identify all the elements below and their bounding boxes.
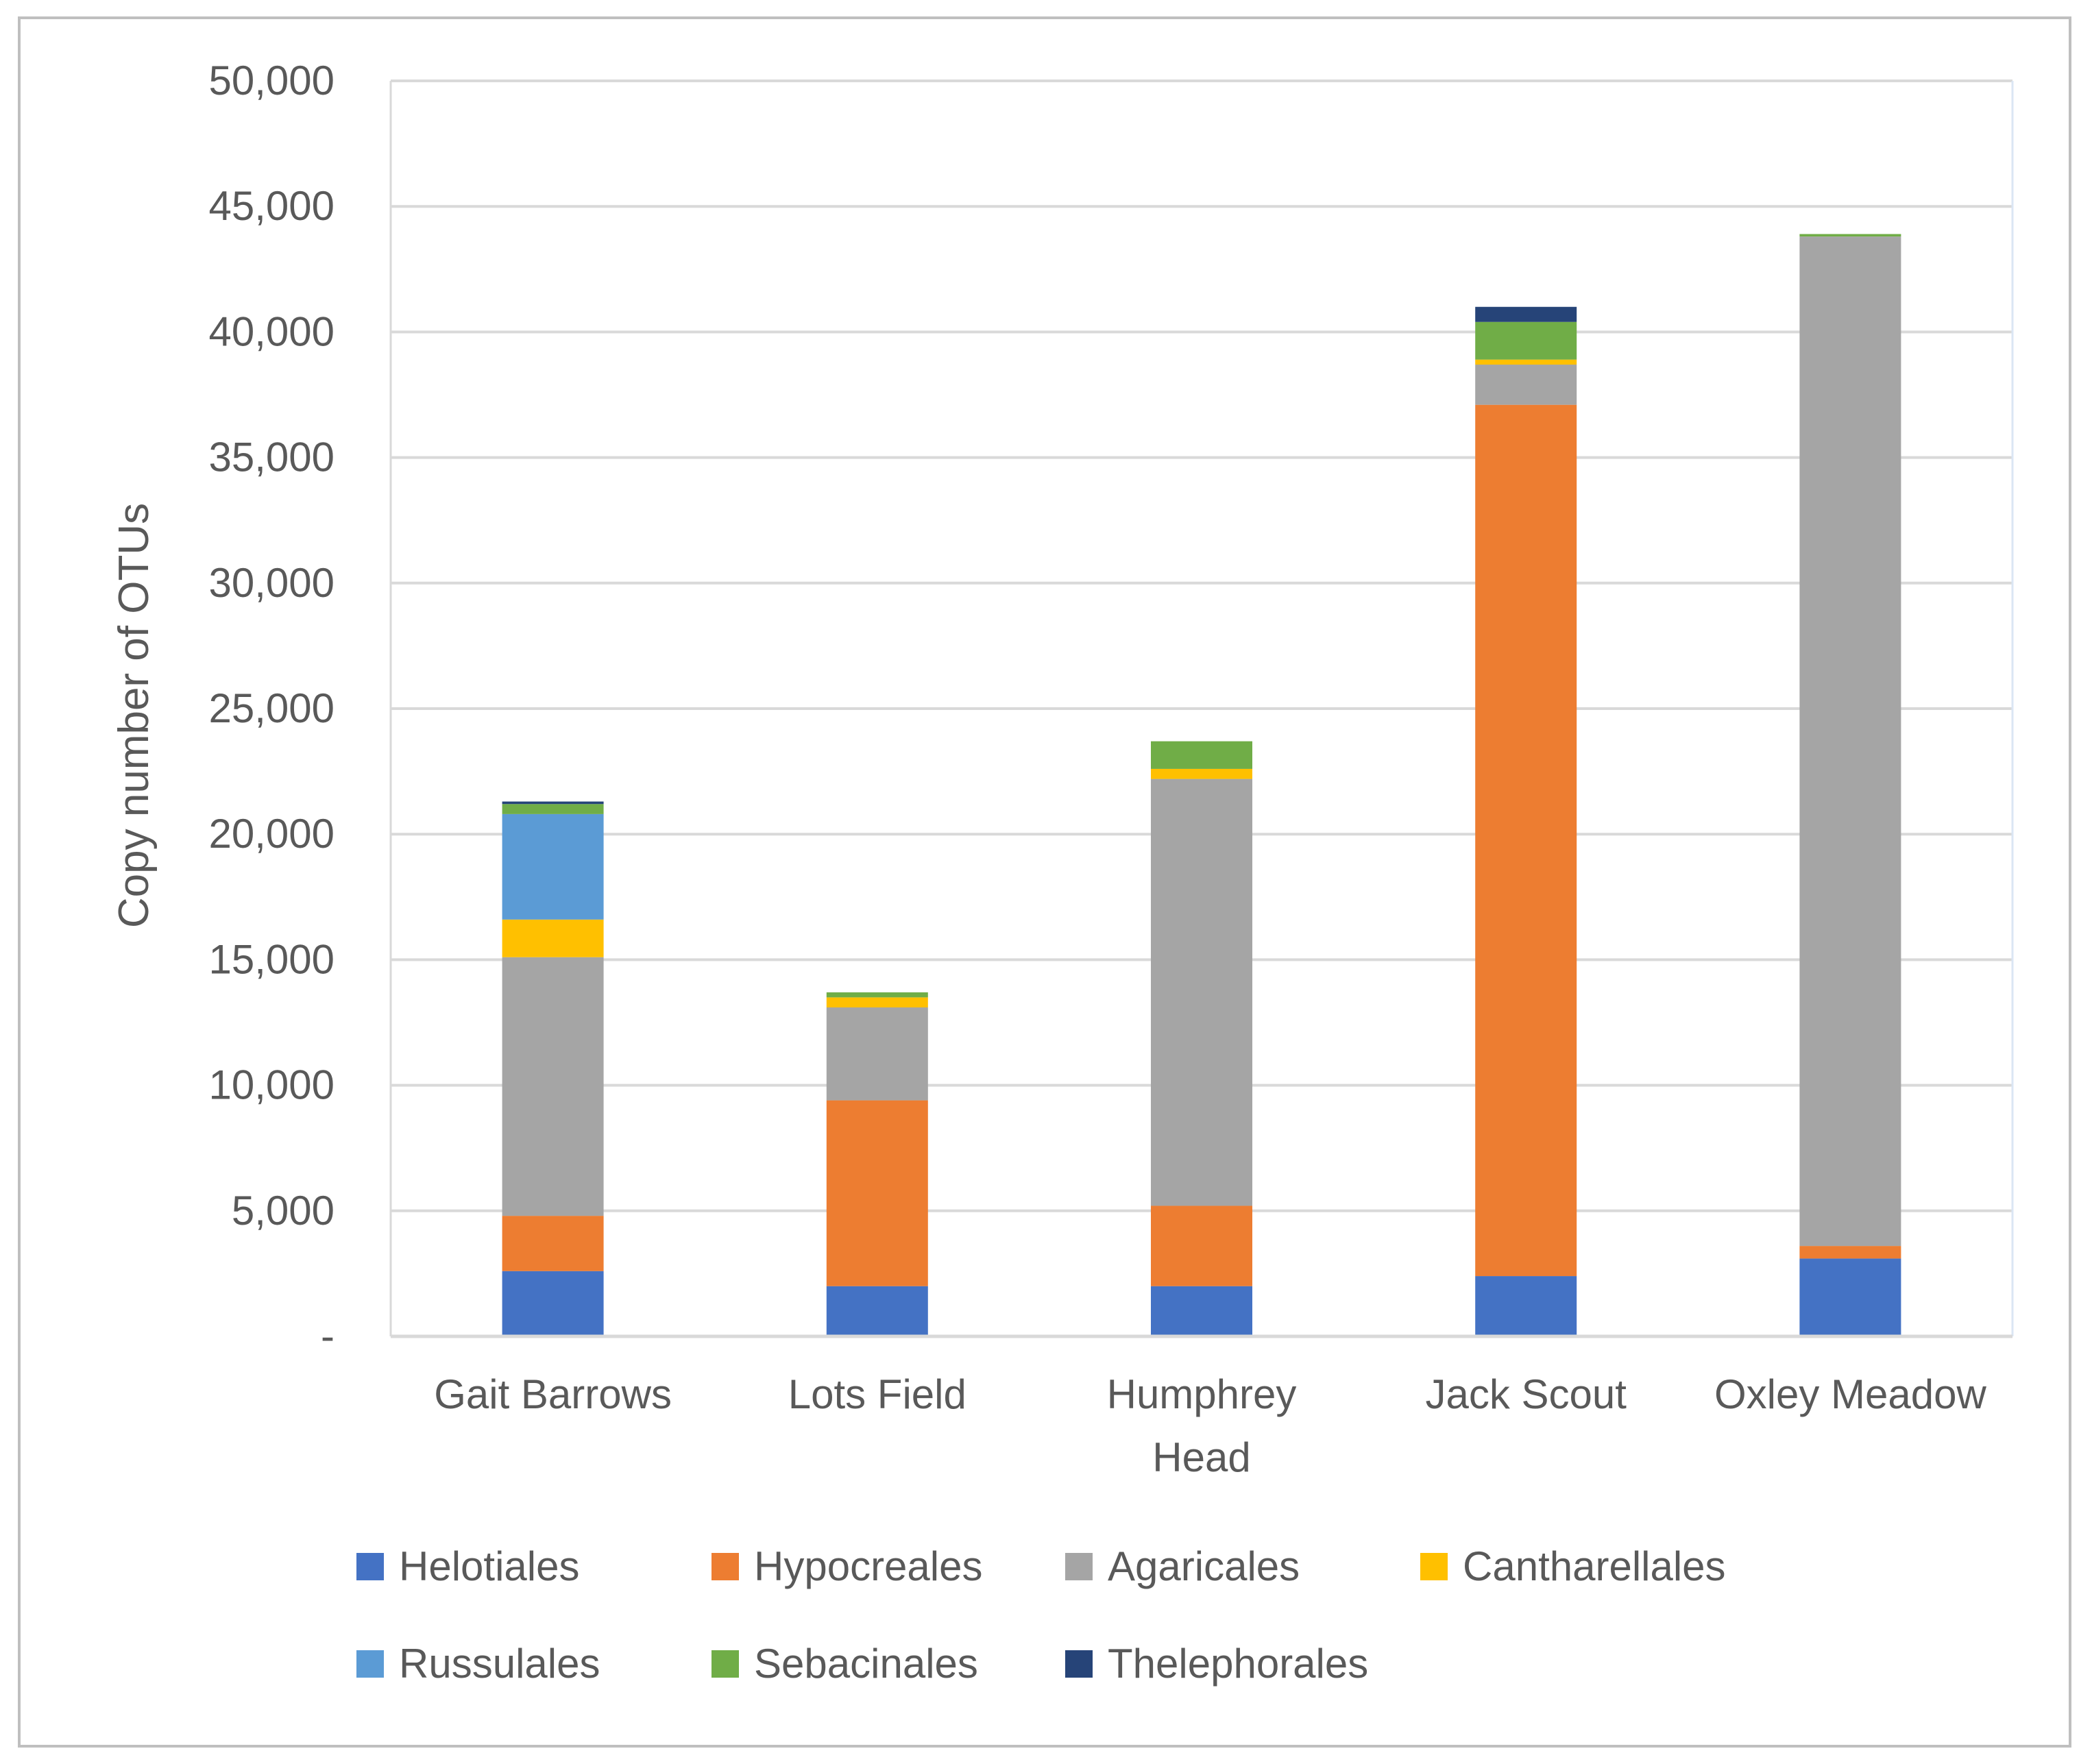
bar-segment (1151, 741, 1252, 769)
legend-item: Russulales (356, 1641, 600, 1687)
legend-swatch (356, 1553, 384, 1580)
legend-label: Sebacinales (754, 1641, 978, 1687)
y-tick-label: 45,000 (208, 183, 335, 229)
y-tick-label: 15,000 (208, 936, 335, 982)
bar-segment (502, 801, 604, 805)
y-tick-label: 30,000 (208, 560, 335, 606)
legend-swatch (711, 1650, 739, 1678)
legend-item: Thelephorales (1065, 1641, 1368, 1687)
legend-item: Agaricales (1065, 1543, 1300, 1589)
bar-segment (502, 957, 604, 1216)
x-tick-label: Gait Barrows (434, 1371, 672, 1417)
bar-segment (1475, 359, 1577, 365)
y-tick-label: 35,000 (208, 434, 335, 480)
legend-swatch (711, 1553, 739, 1580)
bar-segment (1475, 365, 1577, 405)
legend-label: Hypocreales (754, 1543, 983, 1589)
legend-label: Thelephorales (1108, 1641, 1368, 1687)
chart: - 5,000 10,000 15,000 20,000 25,000 30,000 35,0… (110, 58, 2014, 1687)
legend-swatch (1065, 1650, 1093, 1678)
legend-label: Russulales (399, 1641, 600, 1687)
bar-segment (1475, 306, 1577, 322)
bar-segment (826, 1007, 928, 1101)
bar-segment (1799, 1258, 1901, 1336)
bar-segment (502, 813, 604, 920)
legend-label: Cantharellales (1463, 1543, 1726, 1589)
legend-label: Agaricales (1108, 1543, 1300, 1589)
y-tick-label: 25,000 (208, 685, 335, 731)
bar-segment (502, 1271, 604, 1336)
x-tick-label: Lots Field (788, 1371, 966, 1417)
bar-segment (1151, 1286, 1252, 1336)
legend-item: Hypocreales (711, 1543, 983, 1589)
y-tick-label: - (321, 1313, 335, 1359)
legend-swatch (356, 1650, 384, 1678)
x-tick-label: Jack Scout (1425, 1371, 1627, 1417)
y-tick-label: 50,000 (208, 58, 335, 103)
bar-segment (502, 804, 604, 814)
bar-segment (502, 1216, 604, 1271)
y-tick-label: 10,000 (208, 1062, 335, 1108)
bar-segment (1799, 236, 1901, 1247)
x-tick-label: Humphrey Head (1107, 1371, 1297, 1480)
legend-item: Sebacinales (711, 1641, 978, 1687)
legend-item: Helotiales (356, 1543, 579, 1589)
bar-segment (1799, 234, 1901, 237)
y-tick-label: 5,000 (232, 1188, 335, 1234)
bar-segment (502, 919, 604, 957)
bar-segment (826, 992, 928, 998)
bar-segment (1475, 321, 1577, 360)
bar-segment (1799, 1246, 1901, 1259)
bar-segment (826, 1286, 928, 1336)
bar-segment (1151, 1205, 1252, 1286)
bar-segment (1475, 1276, 1577, 1336)
y-tick-label: 20,000 (208, 811, 335, 857)
legend-item: Cantharellales (1420, 1543, 1726, 1589)
y-tick-label: 40,000 (208, 308, 335, 354)
bar-segment (1475, 404, 1577, 1277)
chart-frame: - 5,000 10,000 15,000 20,000 25,000 30,000 35,0… (18, 16, 2071, 1748)
legend-swatch (1065, 1553, 1093, 1580)
bar-segment (826, 997, 928, 1008)
legend-label: Helotiales (399, 1543, 579, 1589)
x-tick-label: Oxley Meadow (1714, 1371, 1986, 1417)
bar-segment (1151, 779, 1252, 1206)
legend-swatch (1420, 1553, 1448, 1580)
y-axis-title: Copy number of OTUs (110, 503, 158, 928)
bar-segment (826, 1100, 928, 1286)
bar-segment (1151, 768, 1252, 779)
